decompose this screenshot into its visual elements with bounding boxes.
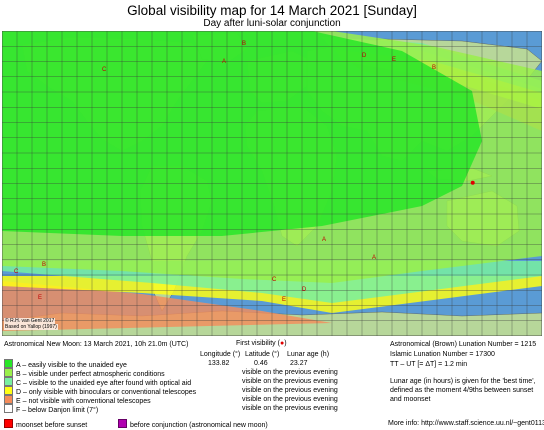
conjunction-text: Astronomical New Moon: 13 March 2021, 10… — [4, 341, 189, 348]
legend-swatch-a — [4, 359, 13, 368]
zone-letter-a: A — [222, 59, 226, 65]
legend-swatch-c — [4, 377, 13, 386]
legend-swatch-f — [4, 404, 13, 413]
zone-letter-c: C — [14, 269, 19, 275]
zone-letter-d: D — [362, 53, 367, 59]
footer-item-before-conjunction: before conjunction (astronomical new moo… — [118, 419, 268, 430]
column-latitude: Latitude (°) — [245, 351, 280, 358]
legend-swatch-d — [4, 386, 13, 395]
zone-letters: A A A B B B C C C D D E E E — [14, 41, 475, 303]
first-visibility-marker: ● — [279, 340, 285, 347]
first-visibility-heading: First visibility (●) — [236, 340, 287, 347]
zone-letter-a: A — [322, 237, 326, 243]
zone-letter-c: C — [102, 67, 107, 73]
value-longitude: 133.82 — [208, 360, 230, 367]
value-lunar-age: 23.27 — [290, 360, 308, 367]
legend-note-c: visible on the previous evening — [242, 387, 338, 394]
lunar-age-note-2: defined as the moment 4/9ths between sun… — [390, 387, 534, 394]
map-credit-line-1: © R.H. van Gent 2017 — [4, 318, 56, 324]
zone-letter-b: B — [432, 65, 436, 71]
lunation-brown: Astronomical (Brown) Lunation Number = 1… — [390, 341, 537, 348]
legend-item-f: F – below Danjon limit (7°) — [4, 404, 98, 415]
map-credit-line-2: Based on Yallop (1997) — [4, 324, 58, 330]
map-subtitle: Day after luni-solar conjunction — [203, 18, 341, 29]
more-info-link[interactable]: More info: http://www.staff.science.uu.n… — [388, 420, 544, 427]
legend-item-e: E – not visible with conventional telesc… — [4, 395, 151, 406]
legend-note-e: visible on the previous evening — [242, 405, 338, 412]
column-lunar-age: Lunar age (h) — [287, 351, 330, 358]
first-visibility-dot — [470, 180, 475, 185]
zone-letter-c: C — [272, 277, 277, 283]
zone-letter-a: A — [372, 255, 376, 261]
legend-swatch-e — [4, 395, 13, 404]
lunar-age-note-3: and moonset — [390, 396, 431, 403]
footer-item-moonset: moonset before sunset — [4, 419, 87, 430]
footer-swatch-before-conjunction — [118, 419, 127, 428]
delta-t: TT – UT [= ΔT] = 1.2 min — [390, 361, 468, 368]
legend-note-a: visible on the previous evening — [242, 369, 338, 376]
zone-letter-e: E — [282, 297, 286, 303]
legend-swatch-b — [4, 368, 13, 377]
zone-letter-b: B — [42, 262, 46, 268]
legend-item-d: D – only visible with binoculars or conv… — [4, 386, 196, 397]
lunation-islamic: Islamic Lunation Number = 17300 — [390, 351, 495, 358]
zone-d-area — [2, 43, 542, 313]
zone-c-area — [2, 37, 542, 303]
column-longitude: Longitude (°) — [200, 351, 241, 358]
legend-item-c: C – visible to the unaided eye after fou… — [4, 377, 191, 388]
legend-note-b: visible on the previous evening — [242, 378, 338, 385]
zone-letter-e: E — [38, 295, 42, 301]
zone-letter-e: E — [392, 57, 396, 63]
legend-item-a: A – easily visible to the unaided eye — [4, 359, 127, 370]
map-title: Global visibility map for 14 March 2021 … — [127, 3, 417, 18]
value-latitude: 0.46 — [254, 360, 268, 367]
legend-note-d: visible on the previous evening — [242, 396, 338, 403]
lunar-age-note-1: Lunar age (in hours) is given for the 'b… — [390, 378, 536, 385]
legend-item-b: B – visible under perfect atmospheric co… — [4, 368, 165, 379]
graticule — [2, 31, 542, 336]
zone-letter-b: B — [242, 41, 246, 47]
zone-letter-d: D — [302, 287, 307, 293]
visibility-map: A A A B B B C C C D D E E E — [2, 31, 542, 336]
footer-swatch-moonset — [4, 419, 13, 428]
